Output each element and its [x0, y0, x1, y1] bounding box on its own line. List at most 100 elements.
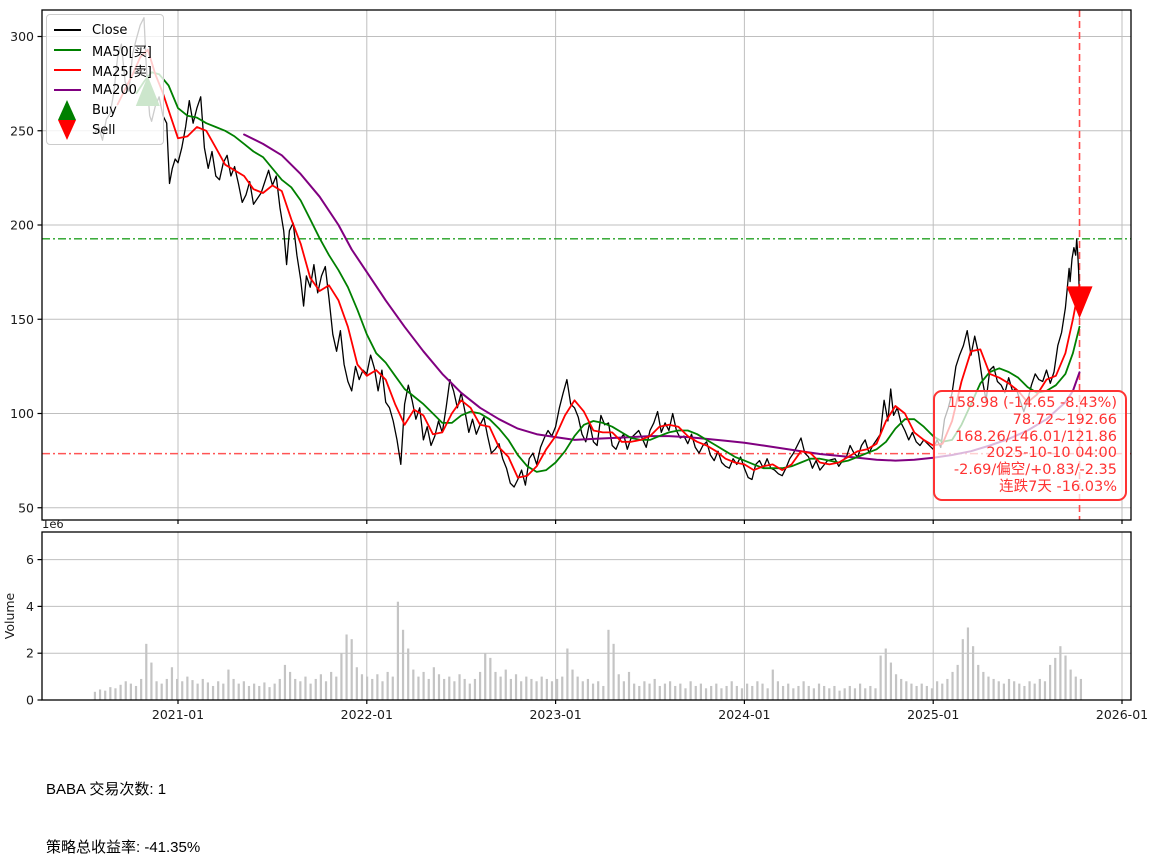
volume-bar	[484, 653, 487, 700]
volume-bar	[468, 683, 471, 700]
ma200-line-swatch	[54, 89, 84, 91]
volume-bar	[961, 639, 964, 700]
volume-bar	[453, 681, 456, 700]
volume-bar	[900, 678, 903, 700]
price-tick-label: 200	[10, 218, 34, 233]
price-tick-label: 300	[10, 29, 34, 44]
volume-bar	[412, 669, 415, 700]
volume-bar	[1002, 683, 1005, 700]
volume-bar	[653, 678, 656, 700]
legend-item-sell: Sell	[54, 120, 156, 140]
volume-bar	[253, 683, 256, 700]
volume-bar	[627, 671, 631, 700]
volume-bar	[797, 685, 800, 700]
volume-bar	[381, 681, 384, 700]
volume-bar	[689, 681, 692, 700]
volume-tick-label: 2	[26, 646, 34, 661]
volume-bar	[335, 676, 338, 700]
volume-bar	[817, 683, 821, 700]
volume-bar	[427, 678, 430, 700]
volume-bar	[535, 681, 538, 700]
ma25-line	[116, 48, 1081, 479]
volume-bar	[756, 681, 759, 700]
volume-bar	[288, 671, 292, 700]
volume-bar	[802, 681, 805, 700]
volume-bar	[864, 688, 867, 700]
volume-bar	[93, 691, 97, 700]
volume-bar	[894, 674, 898, 700]
volume-bar	[735, 685, 738, 700]
legend: Close MA50[买] MA25[卖] MA200 Buy Sell	[46, 14, 164, 145]
volume-bar	[376, 674, 379, 700]
volume-bar	[186, 676, 189, 700]
sell-marker	[1066, 286, 1093, 319]
volume-bar	[638, 685, 641, 700]
x-tick-label: 2024-01	[718, 707, 770, 722]
volume-bar	[761, 683, 764, 700]
volume-bar	[345, 634, 348, 700]
volume-bar	[330, 671, 333, 700]
volume-bar	[1028, 681, 1031, 700]
volume-bar	[668, 681, 672, 700]
volume-bar	[1033, 683, 1036, 700]
volume-bar	[160, 683, 163, 700]
volume-bar	[391, 676, 394, 700]
volume-bar	[448, 676, 451, 700]
volume-bar	[997, 681, 1000, 700]
legend-item-ma200: MA200	[54, 80, 156, 100]
volume-bar	[879, 655, 882, 700]
ma50-line-swatch	[54, 49, 84, 51]
volume-bar	[109, 687, 112, 700]
volume-bar	[422, 671, 425, 700]
volume-bar	[309, 683, 312, 700]
volume-bar	[781, 685, 785, 700]
volume-bar	[432, 667, 435, 700]
volume-bar	[520, 681, 523, 700]
volume-bar	[124, 681, 127, 700]
sell-marker-icon	[54, 120, 84, 140]
volume-unit-label: 1e6	[42, 517, 64, 531]
volume-bar	[884, 648, 887, 700]
volume-bar	[242, 681, 245, 700]
volume-bar	[1074, 676, 1077, 700]
volume-bar	[679, 683, 682, 700]
volume-bar	[715, 683, 718, 700]
volume-bar	[853, 688, 857, 700]
volume-bar	[602, 685, 605, 700]
volume-tick-label: 0	[26, 693, 34, 708]
annotation-streak: 连跌7天 -16.03%	[999, 478, 1117, 495]
volume-bar	[648, 683, 651, 700]
quote-annotation-box: 158.98 (-14.65 -8.43%) 78.72~192.66 168.…	[933, 390, 1127, 501]
volume-panel-border	[41, 531, 1132, 701]
volume-bar	[314, 678, 317, 700]
volume-bar	[581, 681, 584, 700]
volume-bar	[134, 685, 138, 700]
volume-bar	[283, 664, 287, 700]
annotation-price: 158.98 (-14.65 -8.43%)	[947, 395, 1117, 411]
volume-bar	[792, 688, 795, 700]
volume-bar	[304, 676, 307, 700]
volume-bar	[833, 685, 836, 700]
volume-bar	[571, 669, 574, 700]
volume-bar	[191, 680, 194, 700]
volume-bar	[1013, 681, 1016, 700]
volume-bar	[622, 681, 625, 700]
volume-bar	[746, 683, 749, 700]
volume-bar	[509, 678, 512, 700]
volume-bar	[992, 678, 995, 700]
annotation-datetime: 2025-10-10 04:00	[986, 445, 1117, 462]
volume-bar	[371, 678, 374, 700]
volume-bar	[494, 671, 497, 700]
volume-bar	[925, 685, 928, 700]
volume-bar	[982, 671, 985, 700]
volume-bar	[247, 685, 251, 700]
volume-bar	[443, 678, 446, 700]
volume-bar	[514, 674, 518, 700]
price-panel-border	[41, 9, 1132, 521]
legend-item-close: Close	[54, 20, 156, 40]
legend-item-ma50: MA50[买]	[54, 40, 156, 60]
volume-bar	[936, 681, 939, 700]
volume-bar	[1018, 683, 1021, 700]
volume-bar	[910, 683, 913, 700]
